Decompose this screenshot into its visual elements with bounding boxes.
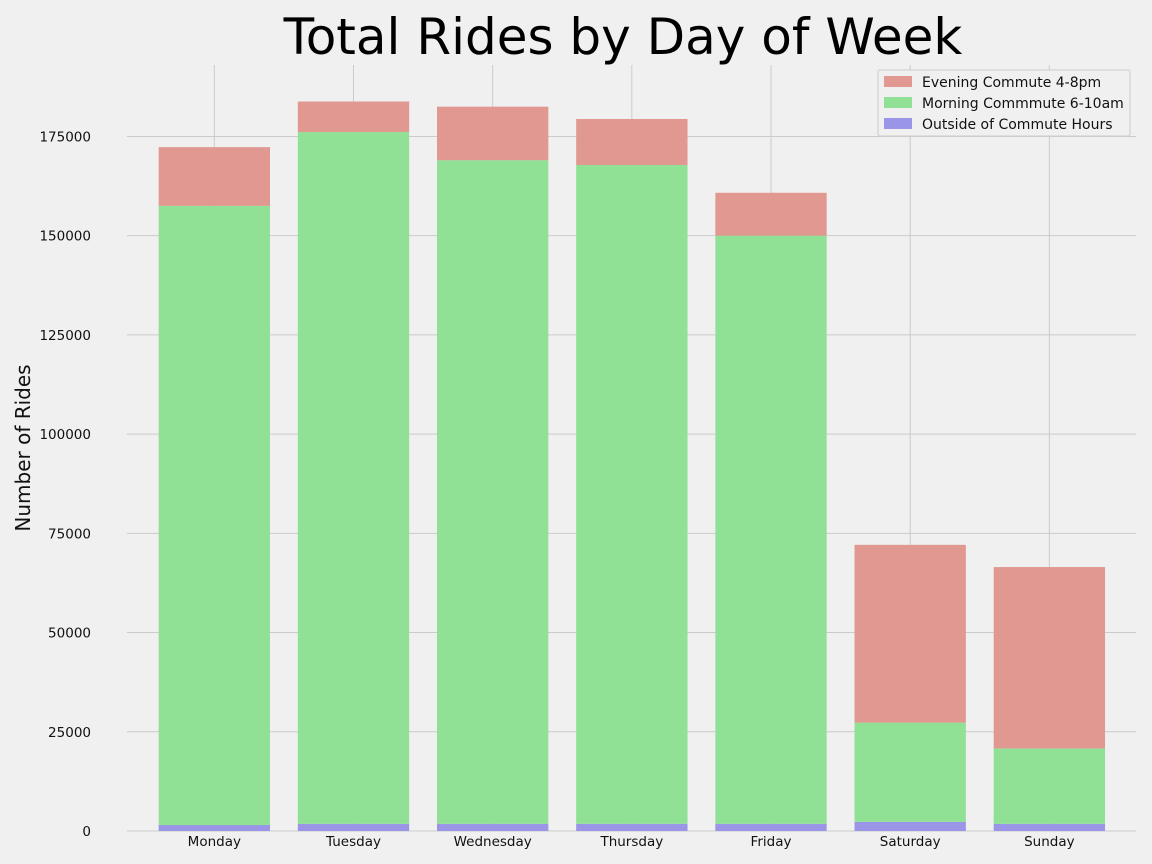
legend-swatch (884, 97, 912, 108)
legend-swatch (884, 118, 912, 129)
legend-swatch (884, 76, 912, 87)
bar-segment (437, 160, 549, 824)
legend-label: Morning Commmute 6-10am (922, 96, 1124, 112)
x-tick-label: Saturday (880, 834, 941, 850)
bar-segment (297, 132, 410, 824)
y-tick-label: 175000 (39, 129, 91, 145)
y-tick-label: 125000 (39, 328, 91, 344)
y-tick-label: 150000 (39, 229, 91, 245)
y-tick-label: 50000 (48, 626, 91, 642)
x-tick-label: Friday (751, 834, 792, 850)
legend-box (877, 69, 1131, 137)
bar-segment (158, 205, 270, 826)
chart-title: Total Rides by Day of Week (283, 8, 963, 66)
bar-segment (854, 544, 966, 723)
legend-items: Evening Commute 4-8pm Morning Commmute 6-… (884, 75, 1124, 133)
legend-label: Evening Commute 4-8pm (922, 75, 1101, 91)
bar-segment (297, 823, 410, 831)
bar-segment (158, 825, 270, 831)
bar-segment (715, 823, 827, 831)
bar-segment (297, 101, 410, 133)
bar-segment (993, 567, 1106, 749)
x-tick-label: Wednesday (454, 834, 532, 850)
bar-segment (854, 821, 966, 831)
bar-segment (854, 722, 966, 822)
bar-segment (437, 823, 549, 831)
bar-segment (576, 165, 688, 824)
y-tick-label: 75000 (48, 526, 91, 542)
y-tick-label: 25000 (48, 725, 91, 741)
x-tick-label: Sunday (1024, 834, 1075, 850)
bar-layer (158, 101, 1106, 831)
x-tick-labels: Monday Tuesday Wednesday Thursday Friday Satu… (188, 834, 1075, 850)
x-tick-label: Monday (188, 834, 241, 850)
y-tick-label: 0 (82, 824, 91, 840)
x-tick-label: Thursday (599, 834, 663, 850)
x-tick-label: Tuesday (325, 834, 381, 850)
y-axis-label: Number of Rides (11, 364, 35, 531)
bar-segment (576, 118, 688, 166)
y-tick-labels: 0 25000 50000 75000 100000 125000 150000 175000 (39, 129, 91, 840)
bar-segment (715, 235, 827, 824)
bar-segment (993, 823, 1106, 831)
bar-segment (715, 192, 827, 236)
bar-segment (576, 823, 688, 831)
y-tick-label: 100000 (39, 427, 91, 443)
bar-segment (437, 106, 549, 161)
legend-label: Outside of Commute Hours (922, 117, 1113, 133)
legend: Evening Commute 4-8pm Morning Commmute 6-… (877, 69, 1131, 137)
bar-segment (158, 147, 270, 206)
bar-segment (993, 748, 1106, 824)
